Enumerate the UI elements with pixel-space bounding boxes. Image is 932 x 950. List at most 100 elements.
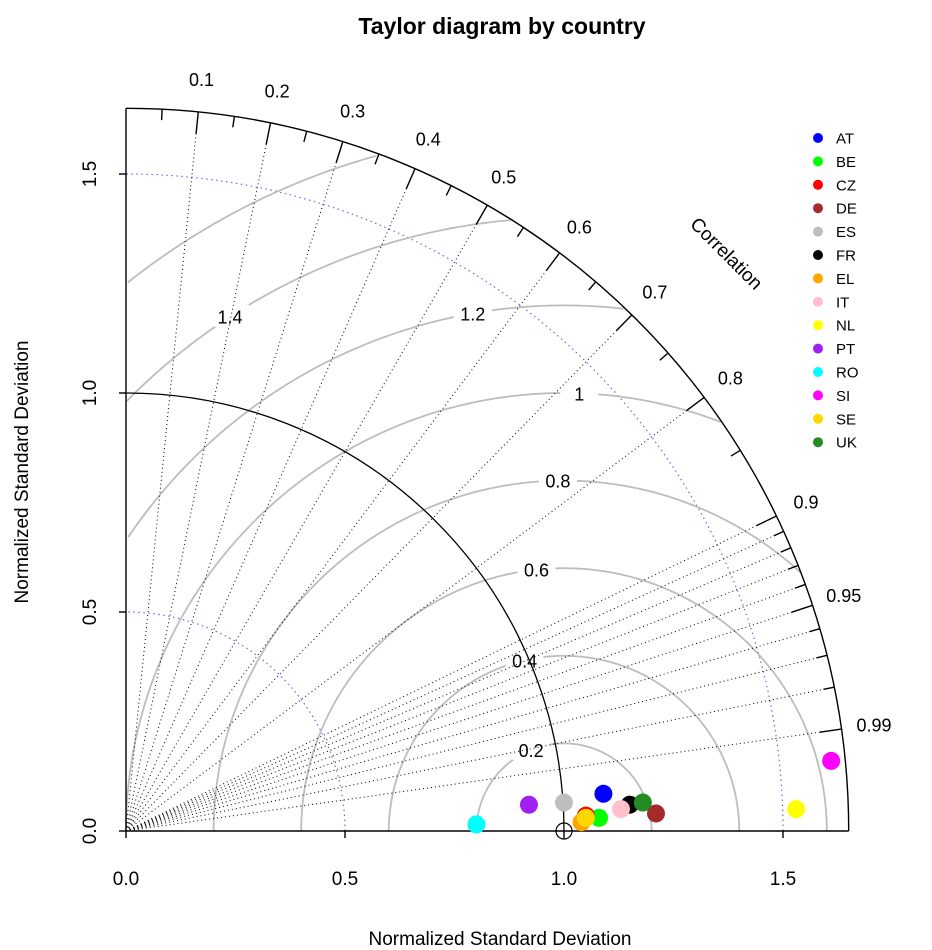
rms-label-bg <box>453 301 492 324</box>
legend-marker-el <box>813 273 823 284</box>
corr-ray-minor <box>125 686 835 832</box>
corr-tick <box>516 227 525 237</box>
legend-marker-pt <box>813 343 823 354</box>
outer-arc <box>125 107 850 832</box>
rms-label-bg <box>560 381 599 404</box>
rms-arc-1.2 <box>127 304 624 538</box>
correlation-label: 0.99 <box>856 715 891 735</box>
rms-arc-0.4 <box>387 654 741 832</box>
diagram-frame <box>125 107 850 832</box>
legend-label-cz: CZ <box>836 177 856 194</box>
rms-arc-1.6 <box>127 154 377 284</box>
x-tick-label: 1.5 <box>770 869 796 890</box>
corr-tick <box>160 109 163 121</box>
corr-ray-0.99 <box>125 728 842 832</box>
legend-label-si: SI <box>836 388 850 405</box>
corr-tick <box>730 449 741 457</box>
correlation-label: 0.95 <box>826 586 861 606</box>
legend-label-es: ES <box>836 224 856 241</box>
rms-label-bg <box>517 557 556 580</box>
point-pt <box>519 795 538 814</box>
rms-label: 0.8 <box>545 472 570 492</box>
corr-tick <box>791 604 813 613</box>
corr-tick <box>545 252 561 271</box>
corr-tick <box>780 547 792 553</box>
legend-label-se: SE <box>836 411 856 428</box>
corr-tick <box>794 583 806 589</box>
legend-label-be: BE <box>836 154 856 171</box>
rms-label: 1.2 <box>460 304 485 324</box>
legend-marker-si <box>813 390 823 401</box>
rms-label: 0.4 <box>512 651 537 671</box>
legend: AT BE CZ DE ES FR EL IT NL PT RO SI SE UK <box>813 131 859 452</box>
corr-tick <box>787 564 799 571</box>
point-ro <box>467 815 486 834</box>
legend-marker-se <box>813 413 823 424</box>
rms-label-bg <box>512 737 551 760</box>
rms-label: 1.4 <box>218 308 243 328</box>
correlation-label: 0.2 <box>265 82 290 102</box>
corr-ray-0.6 <box>125 252 561 832</box>
y-tick-label: 1.0 <box>80 380 101 406</box>
point-es <box>555 793 573 812</box>
corr-tick <box>773 530 784 537</box>
corr-tick <box>195 111 199 134</box>
x-tick-label: 0.5 <box>332 869 358 890</box>
point-uk <box>633 793 652 812</box>
legend-label-at: AT <box>836 131 854 148</box>
corr-tick <box>616 314 633 332</box>
rms-label: 1 <box>574 384 584 404</box>
corr-ray-0.3 <box>125 141 344 832</box>
x-tick-label: 0.0 <box>113 869 139 890</box>
rms-label-bg <box>211 304 250 327</box>
corr-tick <box>265 122 272 145</box>
corr-tick <box>475 204 488 225</box>
corr-tick <box>588 281 597 291</box>
rms-label-bg <box>538 468 577 491</box>
corr-tick <box>445 185 452 196</box>
corr-tick <box>756 515 777 527</box>
rms-label: 0.2 <box>519 741 544 761</box>
corr-tick <box>374 153 380 165</box>
corr-ray-0.9 <box>125 515 777 832</box>
rms-label: 0.6 <box>524 561 549 581</box>
legend-marker-de <box>813 203 823 214</box>
y-tick-label: 0.0 <box>80 818 101 844</box>
point-at <box>594 784 613 803</box>
legend-marker-es <box>813 226 823 237</box>
corr-ray-minor <box>125 564 799 832</box>
corr-tick <box>823 686 835 691</box>
corr-ray-minor <box>125 583 806 832</box>
rms-label-bg <box>505 648 544 671</box>
legend-label-fr: FR <box>836 248 856 265</box>
correlation-label: 0.4 <box>416 130 441 150</box>
correlation-label: 0.1 <box>189 70 214 90</box>
point-nl <box>787 800 806 819</box>
rms-arc-0.6 <box>300 567 828 832</box>
corr-tick <box>816 654 828 659</box>
point-it <box>611 800 630 819</box>
corr-ray-minor <box>125 628 820 832</box>
legend-label-uk: UK <box>836 435 857 452</box>
correlation-label: 0.8 <box>718 369 743 389</box>
correlation-label: 0.3 <box>340 101 365 121</box>
x-tick-label: 1.0 <box>551 869 577 890</box>
corr-ray-0.7 <box>125 314 633 832</box>
data-points <box>467 751 841 840</box>
corr-tick <box>232 116 236 128</box>
legend-label-el: EL <box>836 271 854 288</box>
legend-marker-nl <box>813 320 823 331</box>
corr-ray-0.5 <box>125 204 488 832</box>
rms-arc-0.8 <box>212 479 802 832</box>
diagram-grid: 0.20.40.60.811.21.41.6 <box>125 111 842 832</box>
legend-marker-cz <box>813 179 823 190</box>
legend-marker-it <box>813 296 823 307</box>
point-de <box>646 804 665 823</box>
legend-marker-at <box>813 133 823 143</box>
legend-marker-be <box>813 156 823 167</box>
corr-ray-0.95 <box>125 604 813 832</box>
sd-arc-1.5 <box>125 173 784 832</box>
legend-label-de: DE <box>836 201 857 218</box>
correlation-label: 0.7 <box>642 282 667 302</box>
